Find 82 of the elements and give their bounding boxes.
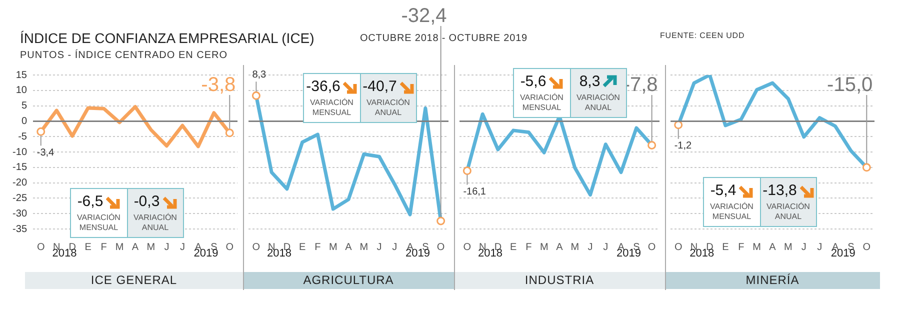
x-tick-label: J: [817, 242, 822, 253]
x-tick-label: M: [360, 242, 368, 253]
x-tick-label: M: [570, 242, 580, 253]
chart-title: ÍNDICE DE CONFIANZA EMPRESARIAL (ICE): [20, 30, 314, 46]
x-tick-label: J: [588, 242, 593, 253]
x-tick-label: M: [146, 242, 156, 253]
data-label: -16,1: [463, 186, 486, 198]
data-label: -3,4: [36, 147, 55, 158]
x-tick-label: J: [376, 242, 382, 253]
x-axis-title: INDUSTRIA: [454, 272, 665, 289]
annotation: VARIACIÓN ANUAL: [576, 93, 621, 113]
annotation: VARIACIÓN ANUAL: [366, 98, 411, 118]
x-tick-label: A: [132, 242, 139, 253]
text: 2019: [830, 248, 856, 260]
annotation: VARIACIÓN ANUAL: [766, 202, 811, 222]
y-tick-label: 15: [16, 70, 28, 81]
data-label: 8,3: [252, 69, 267, 80]
x-tick-label: F: [100, 242, 107, 253]
y-tick-label: -15: [12, 162, 28, 174]
x-tick-label: O: [226, 242, 234, 253]
data-label: -1,2: [674, 140, 692, 152]
y-tick-label: 0: [21, 116, 28, 127]
text: 2018: [478, 248, 503, 260]
x-tick-label: A: [556, 242, 564, 253]
text: 2018: [267, 248, 292, 260]
annotation: 8,3: [579, 73, 600, 90]
data-label: -15,0: [827, 74, 873, 96]
chart-subtitle: PUNTOS - ÍNDICE CENTRADO EN CERO: [20, 50, 228, 61]
text: OCTUBRE 2018 - OCTUBRE 2019: [360, 33, 528, 44]
annotation: -36,6: [306, 78, 340, 95]
x-tick-label: F: [738, 242, 744, 253]
x-axis-title: ICE GENERAL: [25, 272, 243, 289]
x-axis-title: AGRICULTURA: [243, 272, 454, 289]
x-tick-label: O: [252, 242, 260, 253]
y-tick-label: -35: [12, 224, 28, 235]
x-tick-label: E: [299, 242, 306, 253]
x-tick-label: O: [648, 242, 656, 253]
x-tick-label: E: [722, 242, 730, 253]
annotation: -5,4: [710, 182, 736, 199]
x-tick-label: J: [180, 242, 185, 253]
x-tick-label: O: [436, 242, 445, 253]
annotation: -13,8: [762, 182, 797, 199]
y-tick-label: 10: [16, 85, 28, 96]
annotation: VARIACIÓN MENSUAL: [709, 202, 754, 222]
annotation: -5,6: [520, 73, 546, 90]
x-tick-label: O: [36, 242, 45, 253]
x-tick-label: A: [345, 242, 352, 253]
x-tick-label: O: [463, 242, 472, 253]
y-tick-label: -10: [12, 146, 28, 158]
x-tick-label: M: [115, 242, 124, 253]
y-tick-label: -30: [12, 208, 28, 220]
x-tick-label: F: [526, 242, 532, 253]
x-tick-label: M: [328, 242, 338, 253]
y-tick-label: -25: [12, 192, 28, 204]
x-tick-label: J: [164, 242, 170, 253]
data-label: -7,8: [623, 74, 658, 96]
x-tick-label: M: [752, 242, 761, 253]
x-tick-label: J: [392, 242, 398, 253]
x-tick-label: J: [801, 242, 806, 253]
annotation: VARIACIÓN MENSUAL: [519, 93, 564, 113]
x-axis-title: MINERÍA: [665, 272, 880, 289]
data-label: -32,4: [401, 5, 447, 27]
x-tick-label: E: [84, 242, 92, 253]
x-tick-label: E: [510, 242, 518, 253]
y-tick-label: -20: [12, 178, 28, 189]
annotation: VARIACIÓN MENSUAL: [76, 213, 122, 233]
x-tick-label: O: [862, 242, 871, 253]
x-tick-label: F: [314, 242, 321, 253]
x-tick-label: A: [769, 242, 776, 253]
y-tick-label: -5: [18, 131, 28, 142]
data-label: -3,8: [201, 74, 236, 96]
annotation: -40,7: [362, 78, 397, 95]
x-tick-label: J: [603, 242, 608, 253]
annotation: -0,3: [134, 193, 160, 210]
y-tick-label: 5: [21, 100, 28, 112]
annotation: VARIACIÓN ANUAL: [132, 213, 178, 233]
x-tick-label: O: [674, 242, 682, 253]
x-tick-label: M: [540, 242, 548, 253]
annotation: VARIACIÓN MENSUAL: [309, 98, 354, 118]
x-tick-label: M: [784, 242, 792, 253]
annotation: -6,5: [77, 193, 104, 210]
source-note: FUENTE: CEEN UDD: [660, 31, 745, 40]
